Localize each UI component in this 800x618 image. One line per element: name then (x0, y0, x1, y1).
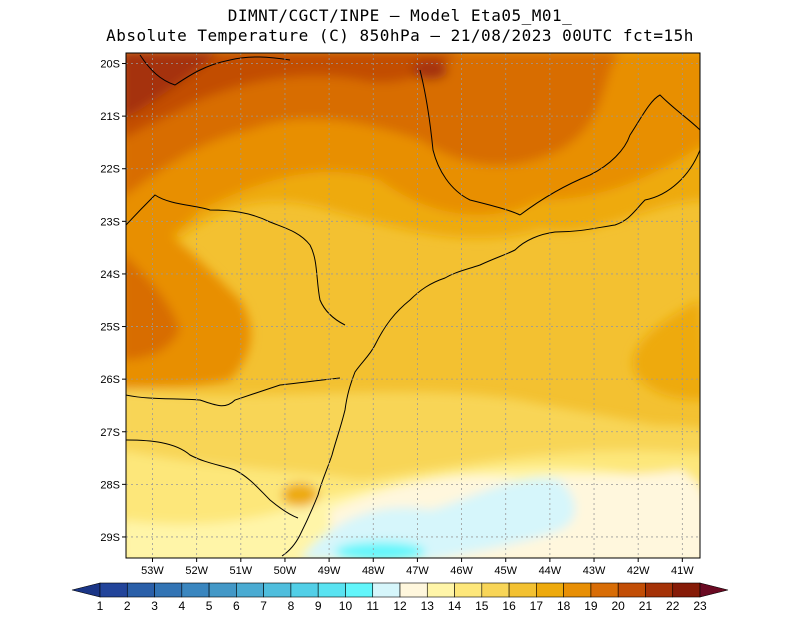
colorbar-swatch (672, 582, 701, 598)
colorbar-right-arrow (699, 582, 729, 598)
colorbar-label: 19 (584, 599, 598, 613)
colorbar-left-arrow (71, 582, 101, 598)
colorbar-swatch (481, 582, 510, 598)
colorbar-swatch (372, 582, 401, 598)
lon-tick-label: 49W (318, 565, 341, 577)
lon-tick-label: 50W (274, 565, 297, 577)
lon-tick-label: 43W (583, 565, 606, 577)
lon-tick-label: 47W (406, 565, 429, 577)
colorbar-label: 23 (693, 599, 707, 613)
colorbar-label: 20 (612, 599, 626, 613)
colorbar-swatch (290, 582, 319, 598)
lon-tick-label: 46W (450, 565, 473, 577)
colorbar-swatch (563, 582, 592, 598)
border-pr-sc (126, 377, 341, 407)
lon-tick-label: 44W (539, 565, 562, 577)
colorbar-swatch (536, 582, 564, 598)
colorbar-label: 2 (124, 599, 131, 613)
title-line-2: Absolute Temperature (C) 850hPa – 21/08/… (106, 26, 694, 45)
lon-tick-label: 48W (362, 565, 385, 577)
colorbar-label: 7 (260, 599, 267, 613)
lon-tick-label: 52W (185, 565, 208, 577)
colorbar-swatch (99, 582, 128, 598)
lon-tick-label: 45W (494, 565, 517, 577)
plot-frame (125, 52, 701, 559)
lat-tick-label: 26S (100, 374, 120, 386)
border-pr-sp (126, 194, 346, 326)
colorbar-label: 15 (475, 599, 489, 613)
band-14-east (560, 420, 700, 450)
colorbar-label: 12 (393, 599, 407, 613)
lat-axis: 20S 21S 22S 23S 24S 25S 26S 27S 28S 29S (100, 59, 126, 544)
lat-tick-label: 25S (100, 322, 120, 334)
band-19 (126, 53, 457, 138)
colorbar-label: 17 (530, 599, 544, 613)
colorbar-swatch (345, 582, 374, 598)
colorbar-swatch (508, 582, 537, 598)
colorbar-label: 16 (502, 599, 516, 613)
temperature-field (126, 53, 700, 558)
colorbar-label: 4 (178, 599, 185, 613)
lat-tick-label: 21S (100, 111, 120, 123)
colorbar-label: 14 (448, 599, 462, 613)
lon-tick-label: 41W (671, 565, 694, 577)
lat-tick-label: 27S (100, 427, 120, 439)
border-mg-rj (519, 94, 700, 216)
colorbar-swatch (645, 582, 674, 598)
colorbar-swatch (590, 582, 619, 598)
colorbar: 1 2 3 4 5 6 7 8 9 10 11 12 13 14 15 16 17 18 19 20 21 22 23 (71, 582, 729, 613)
colorbar-label: 11 (366, 599, 379, 613)
colorbar-label: 18 (557, 599, 571, 613)
colorbar-label: 3 (151, 599, 158, 613)
band-10 (301, 478, 575, 558)
border-north (139, 54, 291, 86)
band-20 (126, 53, 217, 117)
grid (126, 53, 700, 558)
colorbar-swatch (181, 582, 210, 598)
colorbar-swatch (263, 582, 292, 598)
lat-tick-label: 22S (100, 164, 120, 176)
colorbar-label: 21 (639, 599, 653, 613)
lat-tick-label: 29S (100, 532, 120, 544)
lon-tick-label: 53W (141, 565, 164, 577)
lat-tick-label: 23S (100, 216, 120, 228)
lat-tick-label: 28S (100, 479, 120, 491)
lon-axis: 53W 52W 51W 50W 49W 48W 47W 46W 45W 44W 43W 42W 41W (141, 558, 694, 577)
band-18-west (126, 256, 180, 360)
colorbar-swatch (317, 582, 346, 598)
colorbar-swatch (454, 582, 483, 598)
colorbar-label: 5 (206, 599, 213, 613)
coast-line (281, 149, 700, 557)
band-9 (335, 542, 425, 558)
colorbar-label: 8 (288, 599, 295, 613)
title-line-1: DIMNT/CGCT/INPE – Model Eta05_M01_ (227, 6, 573, 25)
band-16-east (632, 300, 700, 400)
band-16-coast (282, 483, 318, 507)
colorbar-swatch (208, 582, 237, 598)
colorbar-swatch (426, 582, 455, 598)
colorbar-label: 9 (315, 599, 322, 613)
colorbar-label: 22 (666, 599, 680, 613)
colorbar-swatch (236, 582, 264, 598)
colorbar-swatch (617, 582, 646, 598)
colorbar-label: 13 (421, 599, 435, 613)
border-sc-rs (126, 439, 299, 519)
border-mg-sp (419, 69, 521, 216)
band-18 (126, 53, 619, 196)
colorbar-label: 10 (339, 599, 353, 613)
colorbar-label: 1 (97, 599, 104, 613)
lon-tick-label: 51W (229, 565, 252, 577)
lat-tick-label: 20S (100, 59, 120, 71)
colorbar-swatch (126, 582, 155, 598)
lon-tick-label: 42W (627, 565, 650, 577)
coastline (126, 54, 700, 557)
colorbar-label: 6 (233, 599, 240, 613)
colorbar-swatch (399, 582, 428, 598)
colorbar-swatch (154, 582, 183, 598)
lat-tick-label: 24S (100, 269, 120, 281)
